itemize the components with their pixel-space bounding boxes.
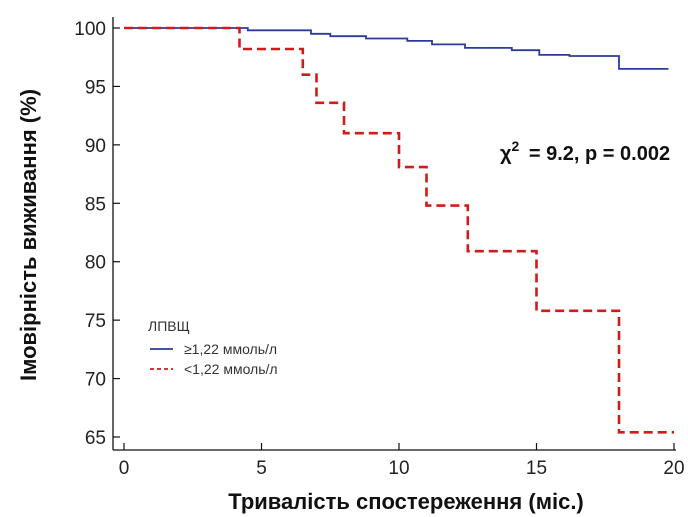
y-tick-label: 95	[85, 77, 106, 98]
x-ticks: 0 5 10 15 20	[119, 443, 685, 479]
x-axis-title: Тривалість спостереження (міс.)	[228, 489, 584, 514]
y-tick-label: 80	[85, 253, 106, 274]
series-line-1	[124, 26, 674, 434]
x-tick-label: 5	[256, 458, 267, 479]
y-tick-label: 100	[74, 19, 106, 40]
y-axis-title: Імовірність виживання (%)	[16, 89, 41, 381]
legend-label-high-hdl: ≥1,22 ммоль/л	[184, 341, 277, 357]
chi-value-text: = 9.2, p = 0.002	[523, 143, 670, 165]
x-tick-label: 0	[119, 458, 130, 479]
axes	[112, 17, 676, 451]
y-tick-label: 90	[85, 136, 106, 157]
legend-label-low-hdl: <1,22 ммоль/л	[184, 361, 278, 377]
series-layer	[124, 26, 674, 434]
x-tick-label: 15	[526, 458, 547, 479]
y-tick-label: 85	[85, 194, 106, 215]
x-tick-label: 20	[663, 458, 684, 479]
chi-superscript: 2	[512, 138, 520, 154]
legend: ЛПВЩ ≥1,22 ммоль/л <1,22 ммоль/л	[148, 318, 278, 377]
y-ticks: 65 70 75 80 85 90 95 100	[74, 19, 120, 449]
x-tick-label: 10	[388, 458, 409, 479]
series-line-0	[124, 27, 669, 70]
legend-title: ЛПВЩ	[148, 318, 190, 334]
y-tick-label: 75	[85, 311, 106, 332]
y-tick-label: 70	[85, 370, 106, 391]
y-tick-label: 65	[85, 428, 106, 449]
chi-symbol: χ	[500, 143, 512, 165]
chi-square-annotation: χ2 = 9.2, p = 0.002	[500, 138, 670, 165]
